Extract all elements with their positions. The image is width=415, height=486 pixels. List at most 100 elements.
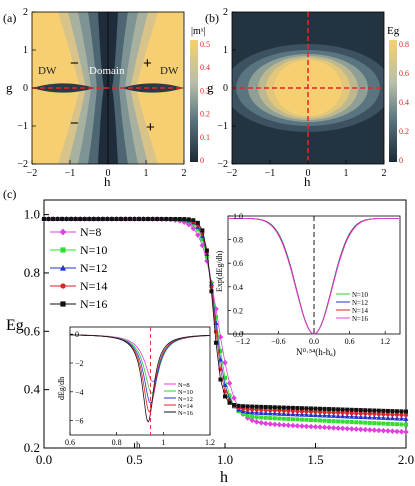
- data-point: [390, 409, 395, 414]
- data-point: [213, 315, 218, 320]
- panel-b-xlabel: h: [304, 174, 311, 189]
- data-point: [404, 413, 408, 418]
- data-point: [227, 396, 233, 402]
- x-tick-label: 0.6: [345, 337, 355, 346]
- data-point: [308, 423, 314, 430]
- data-point: [322, 413, 328, 418]
- data-point: [60, 247, 66, 253]
- data-point: [376, 421, 381, 426]
- data-point: [286, 405, 291, 410]
- data-point: [354, 407, 359, 412]
- colorbar-tick-label: 0.6: [399, 69, 409, 78]
- data-point: [195, 220, 200, 225]
- data-point: [78, 216, 83, 221]
- panel-b-colorbar-title: Eg: [387, 25, 400, 37]
- y-tick-label: 0.6: [233, 259, 243, 268]
- data-point: [281, 422, 287, 428]
- data-point: [394, 409, 399, 414]
- data-point: [353, 426, 360, 432]
- data-point: [204, 248, 209, 253]
- data-point: [277, 416, 282, 421]
- data-point: [367, 408, 372, 413]
- data-point: [263, 415, 268, 420]
- data-point: [303, 423, 310, 430]
- x-tick-label: −1: [265, 168, 276, 179]
- data-point: [123, 216, 128, 221]
- data-point: [363, 420, 368, 425]
- panel-c-legend: N=8 N=10 N=12 N=14 N=16: [50, 225, 107, 311]
- data-point: [249, 417, 255, 424]
- panel-a: (a) − + − + DW DW Domain −2 −1 0 1 2 210−1−2…: [3, 7, 210, 189]
- data-point: [91, 216, 96, 221]
- data-point: [318, 406, 323, 411]
- data-point: [331, 407, 336, 412]
- legend-label: N=12: [178, 396, 193, 403]
- data-point: [267, 410, 273, 416]
- data-point: [259, 407, 264, 412]
- x-tick-label: 0.8: [112, 438, 122, 447]
- panel-a-label: (a): [3, 11, 16, 25]
- data-point: [286, 416, 291, 421]
- sign-bottom-left: −: [70, 115, 79, 132]
- panel-a-xlabel: h: [104, 174, 111, 189]
- data-point: [173, 216, 178, 221]
- legend-label: N=14: [352, 307, 369, 315]
- data-point: [367, 411, 372, 416]
- x-tick-label: 0.0: [36, 452, 52, 467]
- data-point: [340, 413, 346, 419]
- data-point: [299, 423, 305, 429]
- data-point: [358, 411, 363, 416]
- data-point: [227, 393, 232, 398]
- x-tick-label: 2: [182, 168, 187, 179]
- data-point: [367, 420, 372, 425]
- x-tick-label: 1.5: [307, 452, 323, 467]
- data-point: [87, 216, 92, 221]
- data-point: [308, 409, 313, 414]
- data-point: [299, 409, 304, 414]
- y-tick-label: 1.0: [24, 207, 40, 222]
- data-point: [376, 408, 381, 413]
- data-point: [299, 406, 304, 411]
- data-point: [236, 403, 241, 408]
- data-point: [64, 216, 69, 221]
- data-point: [403, 416, 409, 421]
- data-point: [327, 407, 332, 412]
- data-point: [285, 411, 291, 417]
- data-point: [254, 415, 259, 420]
- data-point: [340, 407, 345, 412]
- data-point: [209, 289, 214, 294]
- inset-left-xticks: 0.6 0.8 1 1.2: [65, 432, 215, 447]
- data-point: [223, 394, 227, 399]
- data-point: [250, 414, 255, 419]
- data-point: [82, 216, 87, 221]
- legend-item: N=14: [50, 279, 107, 293]
- data-point: [313, 412, 318, 418]
- x-tick-label: 1: [344, 168, 349, 179]
- y-tick-label: 1: [23, 45, 28, 56]
- legend-label: N=8: [80, 225, 101, 239]
- data-point: [254, 407, 259, 412]
- data-point: [290, 405, 295, 410]
- legend-item: N=16: [50, 297, 107, 311]
- data-point: [217, 334, 224, 340]
- data-point: [253, 419, 260, 425]
- data-point: [51, 216, 56, 221]
- data-point: [331, 419, 336, 424]
- data-point: [362, 414, 368, 420]
- data-point: [340, 410, 345, 415]
- data-point: [271, 421, 278, 428]
- x-tick-label: 0: [106, 168, 111, 179]
- data-point: [218, 349, 223, 354]
- inset-left-plot: [70, 327, 211, 435]
- data-point: [312, 424, 319, 430]
- data-point: [345, 410, 350, 415]
- y-tick-label: 0.4: [233, 283, 243, 292]
- x-tick-label: 0.0: [309, 337, 319, 346]
- y-tick-label: −2: [17, 159, 28, 170]
- data-point: [132, 216, 137, 221]
- data-point: [294, 423, 301, 429]
- colorbar-tick-label: 0.2: [399, 127, 409, 136]
- data-point: [227, 400, 232, 405]
- data-point: [259, 415, 264, 420]
- data-point: [164, 216, 169, 221]
